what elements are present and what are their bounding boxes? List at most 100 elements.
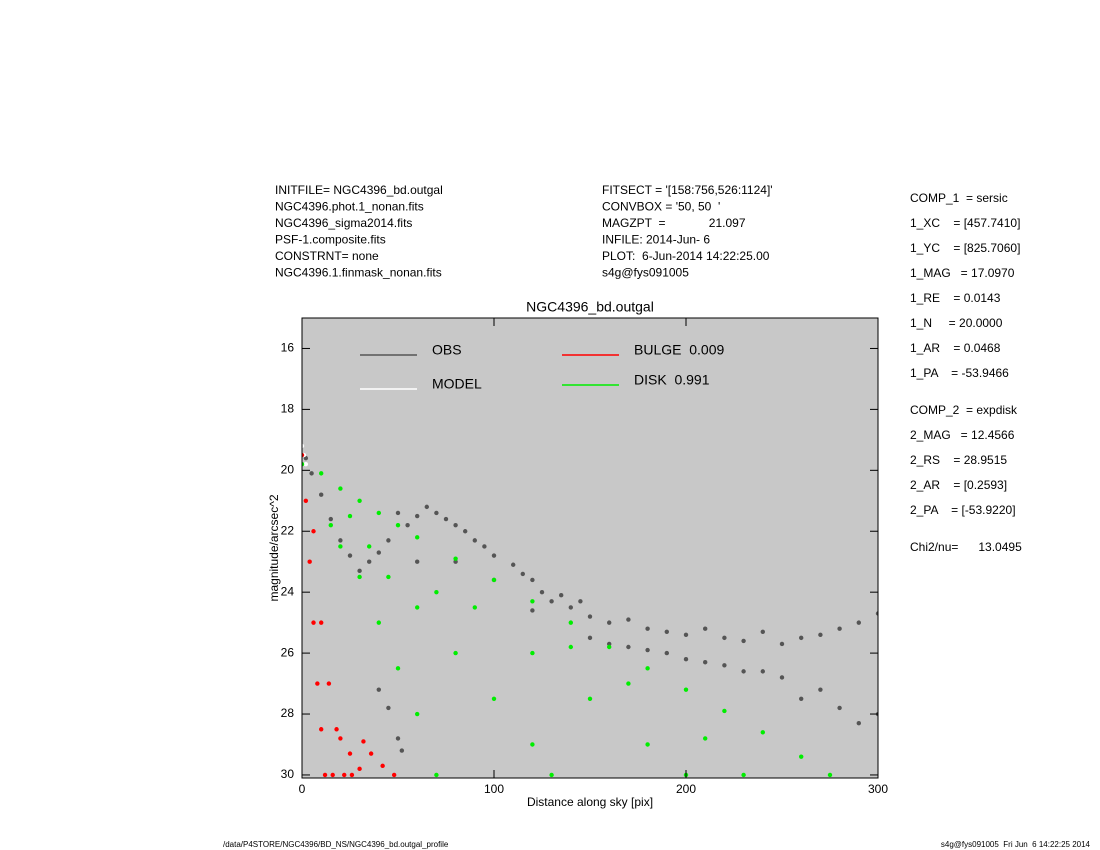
data-point [818,632,823,638]
data-point [463,529,468,534]
data-point [578,599,583,604]
fit-param: 1_N = 20.0000 [910,316,1003,330]
fit-param: 2_MAG = 12.4566 [910,428,1015,442]
legend-label: BULGE 0.009 [634,342,724,358]
header-left-line: NGC4396_sigma2014.fits [275,216,412,230]
data-point [347,513,353,519]
data-point [338,736,343,741]
data-point [330,772,335,778]
data-point [395,736,401,741]
y-axis-label: magnitude/arcsec^2 [267,494,281,601]
data-point [415,711,420,717]
plot-marks [302,443,878,778]
data-point [491,696,497,701]
header-left-line: PSF-1.composite.fits [275,233,386,247]
data-point [399,748,405,753]
data-point [741,638,746,644]
x-tick-label: 300 [868,782,888,796]
data-point [338,538,343,543]
data-point [530,599,535,604]
y-tick-label: 28 [281,706,295,720]
data-point [303,462,309,467]
data-point [376,510,381,516]
y-tick-label: 20 [281,462,295,476]
data-point [645,647,650,653]
data-point [491,577,497,583]
data-point [380,763,385,769]
data-point [520,571,525,577]
fit-param: 1_AR = 0.0468 [910,341,1001,355]
data-point [326,681,332,686]
data-point [530,650,535,656]
data-point [587,614,593,619]
data-point [376,620,381,625]
data-point [760,730,765,735]
data-point [319,492,324,497]
data-point [361,739,366,744]
data-point [511,562,516,567]
data-point [315,681,320,686]
data-point [302,452,305,458]
data-point [530,608,535,613]
data-point [328,522,333,528]
header-middle-line: s4g@fys091005 [602,266,689,280]
data-point [722,635,727,641]
data-point [319,727,324,732]
fit-param: 2_PA = [-53.9220] [910,503,1016,517]
data-point [424,504,429,510]
data-point [837,705,842,711]
data-point [664,629,669,634]
data-point [434,589,439,595]
data-point [760,629,765,634]
y-tick-label: 16 [281,341,295,355]
data-point [386,538,391,543]
fit-param: 1_MAG = 17.0970 [910,266,1015,280]
data-point [357,766,362,772]
chart-title: NGC4396_bd.outgal [526,299,654,315]
header-left-line: INITFILE= NGC4396_bd.outgal [275,183,443,197]
data-point [683,687,689,692]
data-point [491,553,497,558]
data-point [741,669,746,674]
data-point [357,498,362,503]
data-point [395,510,401,516]
data-point [415,605,420,610]
header-left-line: NGC4396.phot.1_nonan.fits [275,200,424,214]
data-point [568,620,573,625]
fit-param: Chi2/nu= 13.0495 [910,540,1022,554]
x-tick-label: 0 [299,782,306,796]
data-point [837,626,842,631]
data-point [453,650,458,656]
data-point [568,644,573,650]
data-point [760,669,765,674]
data-point [472,538,477,543]
data-point [703,660,708,665]
data-point [347,751,353,756]
data-point [559,593,564,598]
data-point [453,522,458,528]
data-point [472,605,477,610]
data-point [303,498,309,503]
data-point [415,535,420,540]
data-point [453,559,458,564]
data-point [342,772,347,778]
data-point [434,510,439,516]
data-point [607,641,612,647]
data-point [683,632,689,638]
data-point [539,589,545,595]
fit-param: 1_YC = [825.7060] [910,241,1020,255]
data-point [818,687,823,692]
data-point [645,626,650,631]
data-point [405,522,410,528]
data-point [856,620,861,625]
footer-stamp: s4g@fys091005 Fri Jun 6 14:22:25 2014 [941,840,1091,849]
data-point [626,617,631,622]
data-point [645,742,650,747]
y-tick-label: 30 [281,767,295,781]
data-point [703,626,708,631]
data-point [856,720,861,726]
data-point [722,708,727,714]
fit-param: 1_PA = -53.9466 [910,366,1009,380]
data-point [568,605,573,610]
y-tick-label: 26 [281,645,295,659]
